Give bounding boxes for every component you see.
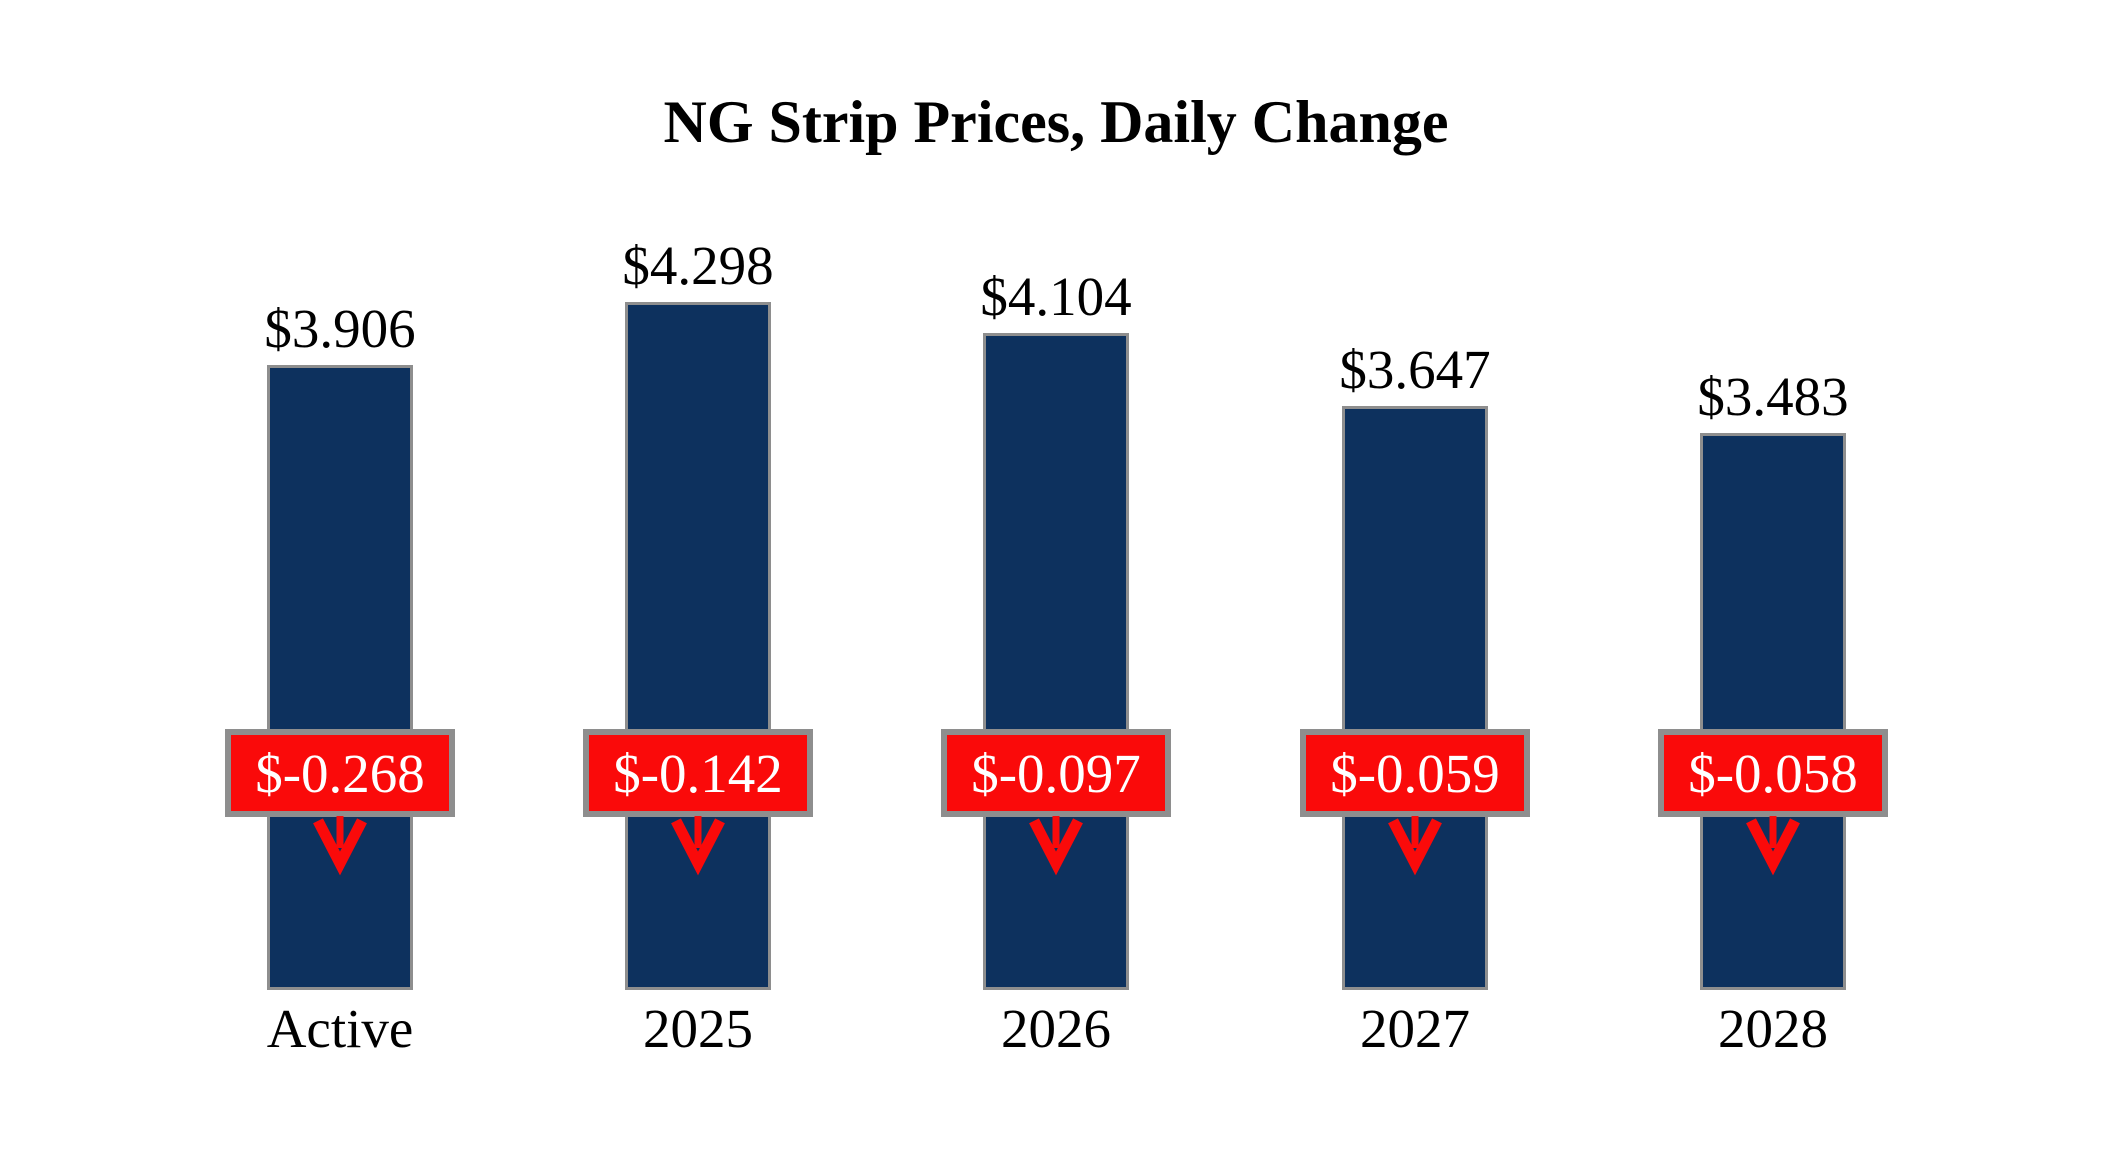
bar-group: $4.104 $-0.097 2026 [877, 0, 1235, 1152]
down-arrow-icon [313, 815, 367, 876]
category-label: 2027 [1360, 998, 1470, 1059]
daily-change-value: $-0.268 [255, 742, 425, 804]
category-label: 2026 [1001, 998, 1111, 1059]
daily-change-badge: $-0.097 [941, 729, 1171, 817]
daily-change-badge: $-0.058 [1658, 729, 1888, 817]
bar-group: $3.906 $-0.268 Active [161, 0, 519, 1152]
down-arrow-icon [1388, 815, 1442, 876]
category-label: Active [266, 998, 414, 1059]
price-bar [983, 333, 1129, 990]
bar-value-label: $3.906 [264, 298, 416, 359]
down-arrow-icon [671, 815, 725, 876]
down-arrow-icon [1029, 815, 1083, 876]
chart-title: NG Strip Prices, Daily Change [663, 89, 1449, 155]
price-bar [1700, 433, 1846, 990]
bar-group: $3.647 $-0.059 2027 [1236, 0, 1594, 1152]
category-label: 2025 [643, 998, 753, 1059]
bar-value-label: $4.104 [980, 266, 1132, 327]
price-bar [1342, 406, 1488, 990]
daily-change-value: $-0.059 [1330, 742, 1500, 804]
daily-change-value: $-0.142 [613, 742, 783, 804]
bar-value-label: $3.647 [1339, 339, 1491, 400]
daily-change-badge: $-0.268 [225, 729, 455, 817]
bar-value-label: $4.298 [622, 235, 774, 296]
daily-change-badge: $-0.142 [583, 729, 813, 817]
daily-change-badge: $-0.059 [1300, 729, 1530, 817]
bar-value-label: $3.483 [1697, 366, 1849, 427]
category-label: 2028 [1718, 998, 1828, 1059]
price-bar [267, 365, 413, 990]
bar-group: $3.483 $-0.058 2028 [1594, 0, 1952, 1152]
bar-group: $4.298 $-0.142 2025 [519, 0, 877, 1152]
daily-change-value: $-0.097 [971, 742, 1141, 804]
price-bar [625, 302, 771, 990]
daily-change-value: $-0.058 [1688, 742, 1858, 804]
down-arrow-icon [1746, 815, 1800, 876]
